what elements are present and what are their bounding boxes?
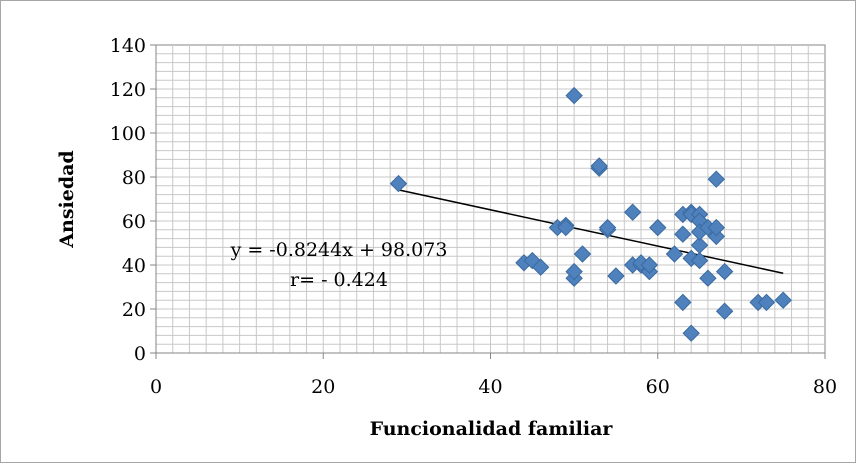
y-tick-label: 60: [122, 211, 146, 233]
data-point: [565, 262, 583, 281]
grid-layer: [156, 45, 825, 353]
data-point: [607, 267, 625, 285]
data-point: [531, 258, 550, 276]
data-point: [598, 218, 617, 237]
data-point: [389, 174, 408, 193]
x-axis-title: Funcionalidad familiar: [370, 418, 614, 440]
data-point: [715, 302, 734, 320]
points-layer: [389, 86, 792, 342]
data-point: [674, 293, 692, 312]
y-tick-label: 80: [122, 167, 146, 189]
data-point: [573, 245, 592, 263]
trendline-equation: y = -0.8244x + 98.073: [230, 239, 448, 261]
x-tick-label: 60: [646, 376, 670, 398]
y-tick-label: 0: [134, 343, 146, 365]
data-point: [707, 170, 725, 188]
data-point: [674, 225, 692, 243]
data-point: [774, 291, 792, 309]
data-point: [565, 86, 583, 105]
x-tick-label: 20: [311, 376, 335, 398]
axis-layer: 0 20 40 60 80 0 20 40 60 80 100 120 140: [110, 35, 837, 398]
data-point: [682, 324, 700, 342]
data-point: [665, 245, 684, 263]
data-point: [699, 269, 717, 287]
x-tick-label: 0: [150, 376, 162, 398]
x-tick-label: 80: [813, 376, 837, 398]
correlation-label: r= - 0.424: [290, 269, 388, 291]
data-point: [707, 227, 725, 246]
data-point: [690, 251, 709, 270]
y-axis-title: Ansiedad: [56, 150, 78, 248]
data-point: [557, 218, 575, 237]
data-point: [715, 262, 734, 281]
data-point: [649, 218, 667, 237]
y-tick-label: 140: [110, 35, 146, 57]
y-tick-label: 40: [122, 255, 146, 277]
data-point: [590, 157, 608, 175]
data-point: [757, 293, 776, 312]
y-tick-label: 100: [110, 123, 146, 145]
x-tick-label: 40: [478, 376, 502, 398]
trendline-layer: [398, 189, 784, 274]
data-point: [623, 203, 642, 221]
y-tick-label: 20: [122, 299, 146, 321]
trendline: [398, 189, 784, 274]
data-point: [640, 256, 659, 274]
data-point: [707, 218, 725, 237]
y-tick-label: 120: [110, 79, 146, 101]
